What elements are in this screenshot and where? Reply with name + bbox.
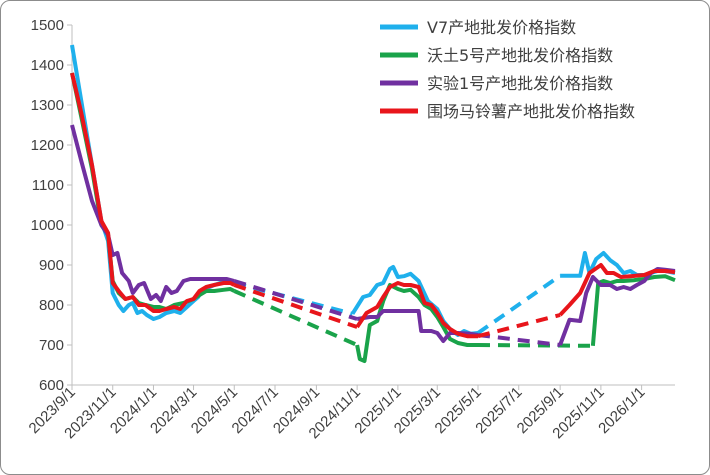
- series-dashed-segment: [233, 279, 358, 321]
- x-axis: 2023/9/12023/11/12024/1/12024/3/12024/5/…: [26, 384, 675, 442]
- series-dashed-segment: [233, 283, 358, 329]
- series-dashed-segment: [477, 333, 561, 347]
- legend-label: 实验1号产地批发价格指数: [427, 74, 613, 93]
- y-tick-label: 1000: [31, 217, 64, 234]
- y-tick-label: 1300: [31, 97, 64, 114]
- series-line: [70, 72, 236, 313]
- y-tick-label: 1200: [31, 137, 64, 154]
- plot-area: [70, 44, 676, 363]
- series-dashed-segment: [233, 289, 358, 347]
- y-tick-label: 900: [39, 257, 64, 274]
- y-axis: 600 700 800 900 1000 1100 1200 1300 1400 1500: [31, 17, 73, 394]
- series-dashed-segment: [476, 274, 562, 335]
- legend: V7产地批发价格指数沃土5号产地批发价格指数实验1号产地批发价格指数围场马铃薯产…: [380, 18, 635, 121]
- y-tick-label: 600: [39, 377, 64, 394]
- legend-label: 沃土5号产地批发价格指数: [427, 46, 613, 65]
- series-line: [70, 124, 235, 303]
- y-tick-label: 1100: [32, 177, 64, 194]
- series-line: [355, 283, 478, 363]
- series-line: [356, 309, 479, 343]
- legend-label: V7产地批发价格指数: [427, 18, 576, 37]
- series-line: [590, 274, 676, 346]
- y-tick-label: 800: [39, 297, 64, 314]
- y-tick-label: 1500: [31, 17, 64, 34]
- y-tick-label: 700: [39, 337, 64, 354]
- y-tick-label: 1400: [31, 57, 64, 74]
- series-dashed-segment: [477, 313, 561, 339]
- series-4: [70, 72, 676, 339]
- series-line: [355, 281, 478, 339]
- series-line: [558, 263, 676, 317]
- legend-label: 围场马铃薯产地批发价格指数: [427, 102, 635, 121]
- series-dashed-segment: [477, 343, 593, 348]
